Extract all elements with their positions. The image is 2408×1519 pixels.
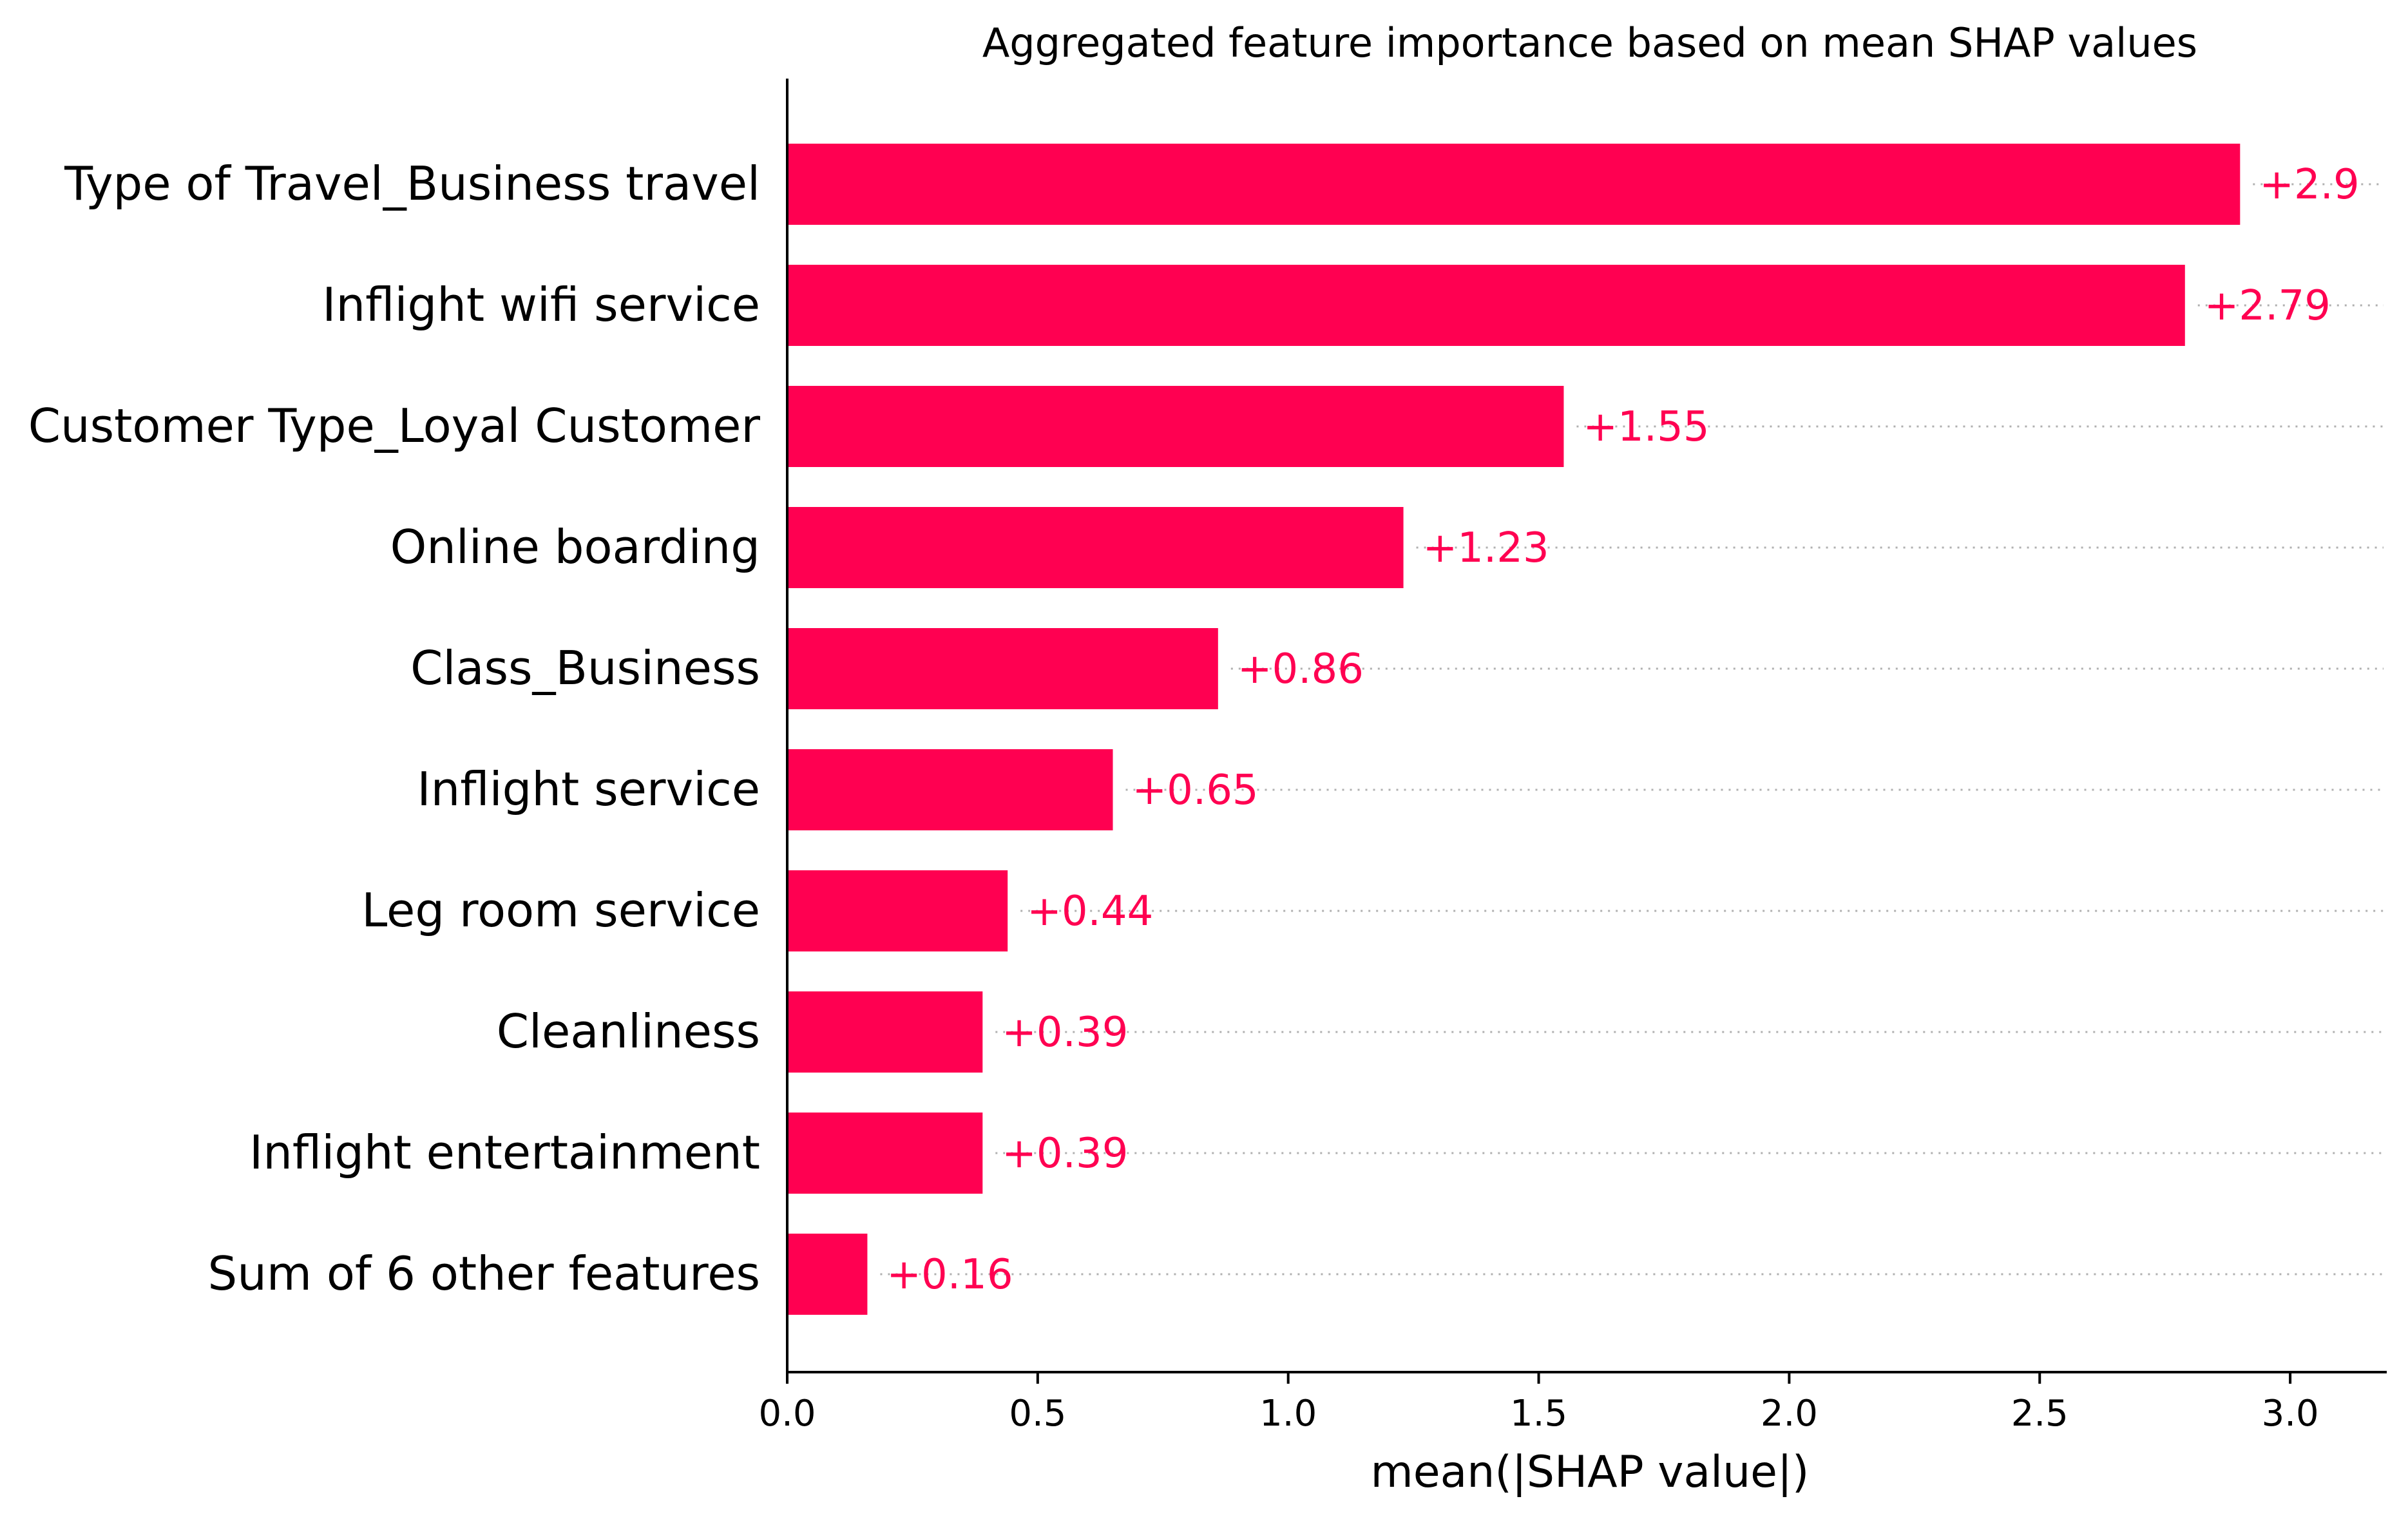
- category-label: Leg room service: [361, 883, 760, 937]
- value-labels: +2.9 +2.79 +1.55 +1.23 +0.86 +0.65 +0.44 +0.39 +…: [886, 161, 2359, 1299]
- category-label: Customer Type_Loyal Customer: [28, 399, 761, 453]
- data-label: +0.16: [886, 1251, 1013, 1299]
- grid-lines: [880, 183, 2384, 1275]
- data-label: +0.65: [1132, 767, 1259, 814]
- x-tick-label: 0.5: [1009, 1393, 1066, 1435]
- bar: [787, 144, 2241, 225]
- data-label: +0.39: [1002, 1009, 1128, 1056]
- category-label: Cleanliness: [497, 1004, 760, 1058]
- category-labels: Type of Travel_Business travel Inflight w…: [28, 157, 761, 1301]
- x-tick-label: 3.0: [2262, 1393, 2319, 1435]
- data-label: +0.44: [1027, 888, 1153, 935]
- bar: [787, 265, 2185, 346]
- data-label: +0.39: [1002, 1130, 1128, 1178]
- bar: [787, 991, 983, 1073]
- bar: [787, 386, 1564, 467]
- bar: [787, 749, 1113, 830]
- category-label: Class_Business: [410, 641, 760, 695]
- bar: [787, 1234, 868, 1315]
- bar: [787, 870, 1008, 951]
- x-tick-label: 1.0: [1259, 1393, 1317, 1435]
- x-axis-label: mean(|SHAP value|): [1371, 1447, 1810, 1498]
- bar: [787, 507, 1404, 588]
- data-label: +2.79: [2204, 282, 2331, 330]
- category-label: Inflight wifi service: [322, 278, 760, 332]
- x-axis-ticks: 0.0 0.5 1.0 1.5 2.0 2.5 3.0: [758, 1372, 2319, 1435]
- x-tick-label: 0.0: [758, 1393, 816, 1435]
- category-label: Inflight entertainment: [249, 1125, 760, 1180]
- x-tick-label: 2.5: [2011, 1393, 2069, 1435]
- data-label: +2.9: [2259, 161, 2359, 209]
- x-tick-label: 1.5: [1510, 1393, 1567, 1435]
- category-label: Sum of 6 other features: [208, 1247, 761, 1301]
- category-label: Inflight service: [417, 762, 760, 816]
- data-label: +0.86: [1237, 645, 1364, 693]
- x-tick-label: 2.0: [1761, 1393, 1818, 1435]
- data-label: +1.23: [1423, 524, 1549, 572]
- category-label: Type of Travel_Business travel: [64, 157, 760, 211]
- bar: [787, 628, 1218, 709]
- bar: [787, 1113, 983, 1194]
- category-label: Online boarding: [390, 520, 760, 574]
- bars: [787, 144, 2241, 1315]
- chart-title: Aggregated feature importance based on m…: [982, 19, 2197, 66]
- data-label: +1.55: [1583, 403, 1709, 451]
